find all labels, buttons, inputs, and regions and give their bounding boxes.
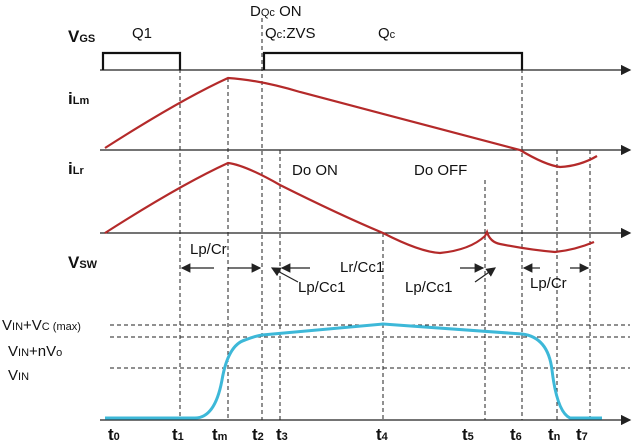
gate-label: Qc	[378, 25, 396, 42]
gate-label: Q1	[132, 25, 152, 42]
interval-label: Lp/Cc1	[298, 279, 346, 296]
time-sub: 0	[114, 431, 120, 443]
time-lines	[179, 18, 591, 420]
time-sub: n	[554, 431, 561, 443]
time-sub: 6	[516, 431, 522, 443]
time-main: t	[212, 425, 218, 444]
interval-label: Lr/Cc1	[340, 259, 384, 276]
time-main: t	[172, 425, 178, 444]
time-sub: 3	[282, 431, 288, 443]
signal-label: VSW	[68, 253, 98, 272]
time-label: t0	[108, 425, 120, 444]
time-main: t	[276, 425, 282, 444]
time-label: t3	[276, 425, 288, 444]
annotation: Do OFF	[414, 162, 467, 179]
time-label: t2	[252, 425, 264, 444]
interval-label: Lp/Cr	[190, 241, 227, 258]
vgs-waveform	[101, 51, 524, 70]
vsw-waveform	[105, 322, 602, 420]
time-sub: 1	[178, 431, 184, 443]
interval-arrows	[180, 263, 590, 283]
time-label: tm	[212, 425, 228, 444]
time-label: t6	[510, 425, 522, 444]
signal-label: iLm	[68, 89, 89, 108]
time-label: t5	[462, 425, 474, 444]
gate-label: Qc:ZVS	[265, 25, 316, 42]
time-main: t	[510, 425, 516, 444]
time-sub: 7	[582, 431, 588, 443]
time-label: tn	[548, 425, 561, 444]
time-sub: 4	[382, 431, 389, 443]
level-label: VIN	[8, 367, 29, 384]
time-main: t	[548, 425, 554, 444]
time-label: t1	[172, 425, 184, 444]
level-label: VIN+VC (max)	[2, 317, 81, 334]
ilr-waveform	[104, 161, 595, 255]
time-label: t4	[376, 425, 389, 444]
time-labels: t0 t1 tm t2 t3 t4 t5 t6 tn t7	[108, 425, 588, 444]
time-main: t	[252, 425, 258, 444]
time-main: t	[376, 425, 382, 444]
gate-label: DQc ON	[250, 3, 302, 20]
axes	[100, 64, 632, 426]
time-main: t	[576, 425, 582, 444]
level-label: VIN+nVo	[8, 343, 62, 360]
signal-label: VGS	[68, 27, 95, 46]
time-main: t	[462, 425, 468, 444]
time-sub: 5	[468, 431, 474, 443]
time-sub: 2	[258, 431, 264, 443]
signal-label: iLr	[68, 159, 84, 178]
interval-label: Lp/Cc1	[405, 279, 453, 296]
annotation: Do ON	[292, 162, 338, 179]
interval-label: Lp/Cr	[530, 275, 567, 292]
time-sub: m	[218, 431, 228, 443]
time-label: t7	[576, 425, 588, 444]
ilm-waveform	[104, 76, 598, 169]
time-main: t	[108, 425, 114, 444]
